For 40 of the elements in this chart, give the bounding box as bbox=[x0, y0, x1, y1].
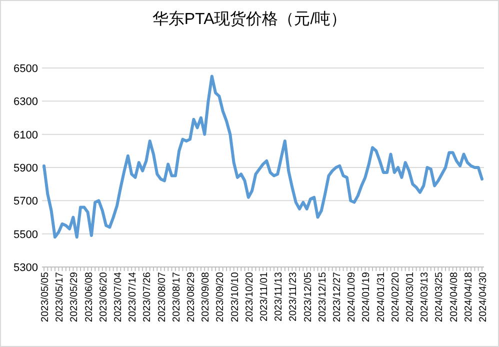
y-tick-label: 5300 bbox=[14, 262, 38, 274]
x-tick-label: 2023/06/08 bbox=[84, 272, 95, 322]
x-tick-label: 2023/09/08 bbox=[200, 272, 212, 322]
x-tick-label: 2023/11/23 bbox=[288, 272, 300, 322]
x-tick-label: 2023/08/07 bbox=[156, 272, 168, 322]
x-tick-label: 2024/04/18 bbox=[463, 272, 474, 322]
x-tick-label: 2023/07/14 bbox=[128, 272, 139, 322]
x-tick-label: 2023/10/10 bbox=[230, 272, 241, 322]
x-tick-label: 2023/07/26 bbox=[142, 272, 154, 322]
line-series bbox=[42, 74, 484, 239]
x-tick-label: 2023/06/20 bbox=[98, 272, 110, 322]
x-tick-label: 2024/04/08 bbox=[448, 272, 460, 322]
x-tick-label: 2024/01/19 bbox=[361, 272, 372, 322]
chart-title: 华东PTA现货价格（元/吨） bbox=[152, 10, 347, 28]
x-tick-label: 2023/10/20 bbox=[244, 272, 256, 322]
y-tick-label: 5500 bbox=[14, 228, 38, 241]
y-tick-label: 5900 bbox=[14, 162, 38, 174]
x-tick-label: 2023/05/05 bbox=[40, 272, 51, 322]
x-tick-label: 2023/05/17 bbox=[54, 272, 66, 322]
x-tick-label: 2024/02/20 bbox=[390, 272, 402, 322]
x-tick-label: 2024/03/25 bbox=[434, 272, 446, 322]
x-tick-label: 2023/08/17 bbox=[171, 272, 182, 322]
x-tick-label: 2023/12/05 bbox=[302, 272, 314, 322]
x-tick-label: 2023/05/29 bbox=[69, 272, 80, 322]
y-tick-label: 6300 bbox=[14, 96, 38, 108]
x-tick-label: 2023/11/01 bbox=[259, 272, 270, 322]
x-tick-label: 2024/01/31 bbox=[376, 272, 387, 322]
x-tick-label: 2023/09/20 bbox=[215, 272, 226, 322]
x-tick-label: 2023/11/13 bbox=[274, 272, 285, 322]
y-tick-label: 5700 bbox=[14, 196, 38, 208]
x-tick-label: 2023/08/29 bbox=[186, 272, 197, 322]
y-tick-label: 6500 bbox=[14, 63, 38, 75]
x-tick-label: 2023/12/27 bbox=[332, 272, 343, 322]
x-tick-label: 2024/03/01 bbox=[405, 272, 416, 322]
x-tick-label: 2024/04/30 bbox=[478, 272, 489, 322]
x-tick-label: 2024/01/09 bbox=[346, 272, 358, 322]
x-tick-label: 2023/12/15 bbox=[317, 272, 328, 322]
x-tick-label: 2023/07/04 bbox=[113, 272, 124, 322]
y-tick-label: 6100 bbox=[14, 129, 38, 142]
x-tick-label: 2024/03/13 bbox=[420, 272, 431, 322]
